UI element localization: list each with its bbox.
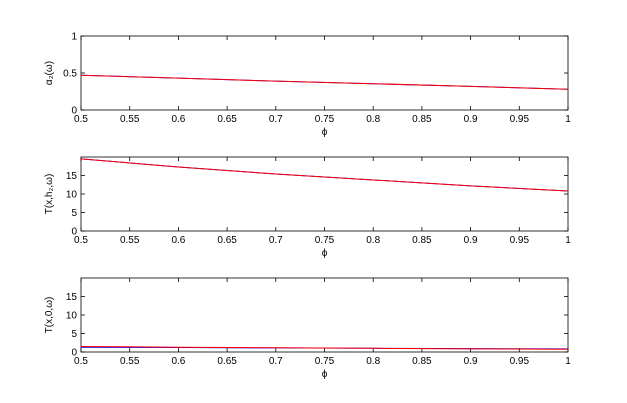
x-tick-label: 0.75 bbox=[315, 114, 335, 125]
x-tick-label: 0.85 bbox=[412, 356, 432, 367]
x-tick-label: 0.65 bbox=[217, 356, 237, 367]
x-axis-label: ϕ bbox=[322, 127, 328, 138]
x-tick-label: 0.6 bbox=[171, 356, 185, 367]
line-series bbox=[80, 158, 569, 192]
x-tick-label: 0.5 bbox=[74, 356, 88, 367]
y-tick-label: 5 bbox=[71, 329, 77, 340]
x-tick-label: 1 bbox=[565, 114, 571, 125]
x-tick-label: 0.8 bbox=[366, 235, 380, 246]
x-tick-label: 0.95 bbox=[510, 114, 530, 125]
y-tick-label: 0 bbox=[71, 227, 77, 238]
y-tick-label: 10 bbox=[66, 190, 78, 201]
x-tick-label: 1 bbox=[565, 356, 571, 367]
x-tick-label: 1 bbox=[565, 235, 571, 246]
y-tick-label: 15 bbox=[66, 292, 78, 303]
y-tick-label: 10 bbox=[66, 311, 78, 322]
y-axis-label: T(x,0,ω) bbox=[44, 297, 55, 334]
x-tick-label: 0.65 bbox=[217, 235, 237, 246]
x-tick-label: 0.85 bbox=[412, 235, 432, 246]
y-tick-label: 0 bbox=[71, 106, 77, 117]
x-tick-label: 0.7 bbox=[269, 356, 283, 367]
axes-box bbox=[80, 277, 569, 353]
x-tick-label: 0.5 bbox=[74, 114, 88, 125]
y-tick-label: 5 bbox=[71, 208, 77, 219]
x-tick-label: 0.8 bbox=[366, 356, 380, 367]
x-tick-label: 0.6 bbox=[171, 114, 185, 125]
axes-box bbox=[80, 35, 569, 111]
x-tick-label: 0.8 bbox=[366, 114, 380, 125]
x-tick-label: 0.55 bbox=[120, 114, 140, 125]
x-tick-label: 0.7 bbox=[269, 235, 283, 246]
line-series bbox=[80, 345, 569, 350]
axes-box bbox=[80, 156, 569, 232]
x-axis-label: ϕ bbox=[322, 248, 328, 259]
x-tick-label: 0.9 bbox=[464, 356, 478, 367]
y-axis-label: α₂(ω) bbox=[44, 61, 55, 85]
x-axis-label: ϕ bbox=[322, 369, 328, 380]
y-axis-label: T(x,h₂,ω) bbox=[44, 174, 55, 215]
x-tick-label: 0.9 bbox=[464, 114, 478, 125]
y-tick-label: 0.5 bbox=[63, 69, 77, 80]
x-tick-label: 0.65 bbox=[217, 114, 237, 125]
x-tick-label: 0.75 bbox=[315, 235, 335, 246]
x-tick-label: 0.95 bbox=[510, 356, 530, 367]
y-tick-label: 1 bbox=[71, 32, 77, 43]
x-tick-label: 0.95 bbox=[510, 235, 530, 246]
y-tick-label: 15 bbox=[66, 171, 78, 182]
x-tick-label: 0.6 bbox=[171, 235, 185, 246]
x-tick-label: 0.7 bbox=[269, 114, 283, 125]
x-tick-label: 0.55 bbox=[120, 356, 140, 367]
y-tick-label: 0 bbox=[71, 348, 77, 359]
x-tick-label: 0.55 bbox=[120, 235, 140, 246]
x-tick-label: 0.9 bbox=[464, 235, 478, 246]
x-tick-label: 0.85 bbox=[412, 114, 432, 125]
x-tick-label: 0.5 bbox=[74, 235, 88, 246]
x-tick-label: 0.75 bbox=[315, 356, 335, 367]
line-series bbox=[80, 74, 569, 90]
